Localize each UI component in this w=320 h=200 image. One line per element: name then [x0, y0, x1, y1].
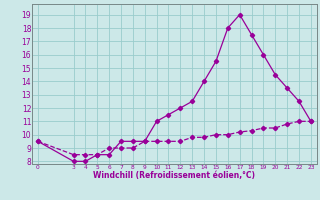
- X-axis label: Windchill (Refroidissement éolien,°C): Windchill (Refroidissement éolien,°C): [93, 171, 255, 180]
